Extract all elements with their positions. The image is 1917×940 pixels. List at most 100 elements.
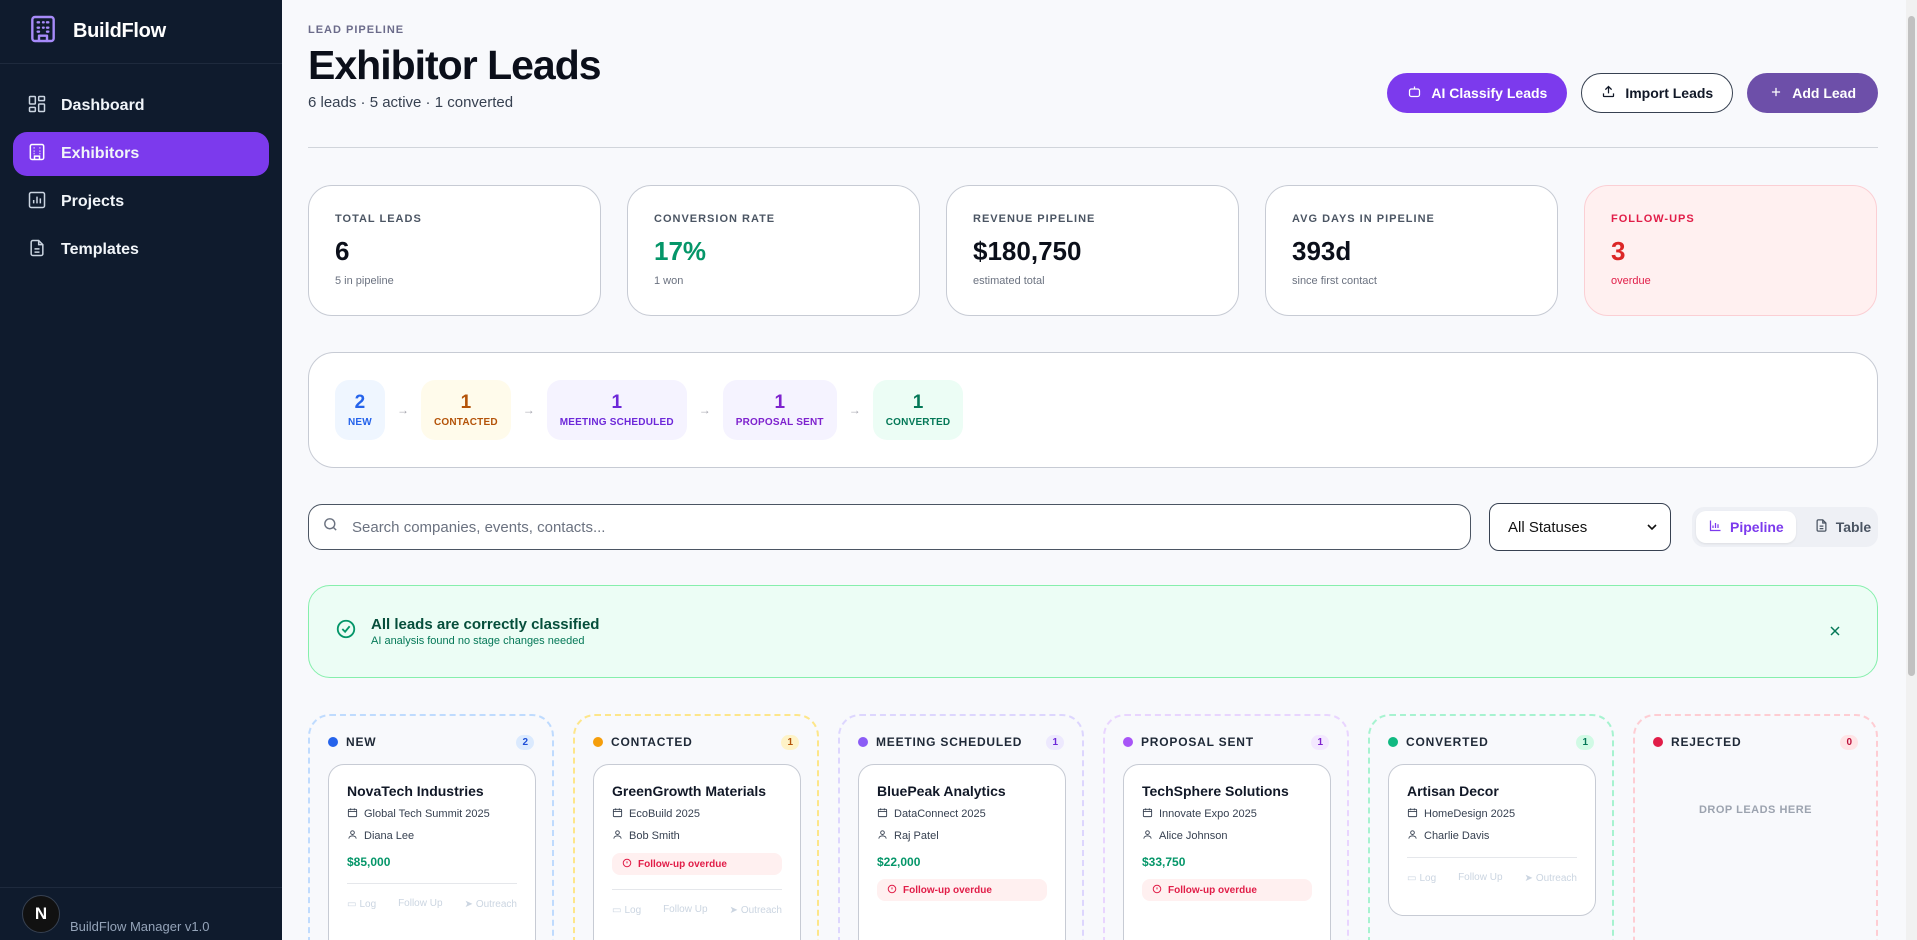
view-pipeline-button[interactable]: Pipeline (1696, 511, 1796, 543)
table-icon (1814, 518, 1829, 536)
user-icon (1407, 829, 1418, 843)
calendar-icon (877, 807, 888, 821)
outreach-label: Outreach (475, 898, 517, 910)
add-lead-button[interactable]: Add Lead (1747, 73, 1878, 113)
column-count-badge: 1 (781, 734, 799, 750)
sidebar-item-dashboard[interactable]: Dashboard (13, 84, 269, 128)
lead-card[interactable]: GreenGrowth Materials EcoBuild 2025 Bob … (593, 764, 801, 940)
follow-up-button[interactable]: Follow Up (663, 904, 707, 916)
sidebar-item-label: Projects (61, 193, 125, 210)
chevron-down-icon (1644, 519, 1660, 539)
view-table-button[interactable]: Table (1802, 511, 1884, 543)
scrollbar-thumb[interactable] (1908, 16, 1915, 676)
lead-card[interactable]: BluePeak Analytics DataConnect 2025 Raj … (858, 764, 1066, 940)
follow-up-button[interactable]: Follow Up (1458, 872, 1502, 884)
column-contacted: CONTACTED 1 GreenGrowth Materials EcoBui… (573, 714, 819, 940)
close-icon[interactable] (1827, 623, 1843, 644)
column-title: MEETING SCHEDULED (876, 735, 1023, 749)
outreach-button[interactable]: ➤ Outreach (1524, 873, 1577, 884)
funnel-count: 1 (460, 392, 472, 413)
sidebar-item-templates[interactable]: Templates (13, 228, 269, 272)
page-eyebrow: LEAD PIPELINE (308, 24, 405, 36)
view-table-label: Table (1835, 519, 1872, 535)
lead-event-text: Global Tech Summit 2025 (364, 808, 490, 820)
page-scrollbar[interactable] (1906, 0, 1917, 940)
column-count-badge: 1 (1576, 734, 1594, 750)
funnel-count: 1 (774, 392, 786, 413)
column-new: NEW 2 NovaTech Industries Global Tech Su… (308, 714, 554, 940)
stat-label: AVG DAYS IN PIPELINE (1292, 213, 1435, 225)
outreach-label: Outreach (1535, 872, 1577, 884)
stat-label: CONVERSION RATE (654, 213, 776, 225)
lead-card[interactable]: NovaTech Industries Global Tech Summit 2… (328, 764, 536, 940)
chat-icon: ▭ (347, 898, 357, 910)
column-count-badge: 2 (516, 734, 534, 750)
log-label: Log (624, 904, 642, 916)
search-input[interactable] (352, 518, 1452, 536)
chart-icon (27, 190, 47, 215)
stat-value: 6 (335, 236, 350, 266)
outreach-button[interactable]: ➤ Outreach (729, 905, 782, 916)
ai-classify-label: AI Classify Leads (1431, 85, 1548, 101)
brand[interactable]: BuildFlow (0, 0, 282, 64)
status-dot (1388, 737, 1398, 747)
stat-revenue-pipeline: REVENUE PIPELINE $180,750 estimated tota… (946, 185, 1239, 316)
column-rejected[interactable]: REJECTED 0 DROP LEADS HERE (1633, 714, 1878, 940)
overdue-badge: Follow-up overdue (612, 853, 782, 875)
log-button[interactable]: ▭ Log (1407, 873, 1436, 884)
lead-event: Global Tech Summit 2025 (347, 807, 517, 821)
document-icon (27, 238, 47, 263)
lead-value: $22,000 (877, 855, 921, 869)
chat-icon: ▭ (1407, 872, 1417, 884)
funnel-stage-contacted[interactable]: 1 CONTACTED (420, 380, 511, 440)
alert-icon (1152, 884, 1162, 897)
funnel-stage-proposal[interactable]: 1 PROPOSAL SENT (722, 380, 837, 440)
robot-icon (1407, 84, 1422, 102)
lead-card[interactable]: Artisan Decor HomeDesign 2025 Charlie Da… (1388, 764, 1596, 916)
import-leads-button[interactable]: Import Leads (1581, 73, 1734, 113)
status-select[interactable]: All Statuses (1489, 503, 1671, 551)
header-actions: AI Classify Leads Import Leads Add Lead (1387, 73, 1878, 113)
lead-value: $85,000 (347, 855, 391, 869)
lead-contact-text: Alice Johnson (1159, 830, 1228, 842)
funnel-stage-converted[interactable]: 1 CONVERTED (872, 380, 964, 440)
calendar-icon (612, 807, 623, 821)
sidebar-item-projects[interactable]: Projects (13, 180, 269, 224)
follow-up-button[interactable]: Follow Up (398, 898, 442, 910)
status-dot (1653, 737, 1663, 747)
stat-sub: estimated total (973, 275, 1045, 287)
funnel-stage-meeting[interactable]: 1 MEETING SCHEDULED (546, 380, 687, 440)
stat-label: FOLLOW-UPS (1611, 213, 1695, 225)
overdue-text: Follow-up overdue (1168, 884, 1257, 896)
sidebar-item-exhibitors[interactable]: Exhibitors (13, 132, 269, 176)
alert-icon (622, 858, 632, 871)
column-proposal-sent: PROPOSAL SENT 1 TechSphere Solutions Inn… (1103, 714, 1349, 940)
column-count-badge: 1 (1311, 734, 1329, 750)
column-title: NEW (346, 735, 377, 749)
arrow-right-icon: → (396, 403, 409, 417)
log-button[interactable]: ▭ Log (347, 899, 376, 910)
avatar[interactable]: N (22, 895, 60, 933)
card-actions: ▭ Log Follow Up ➤ Outreach (612, 889, 782, 916)
stat-avg-days: AVG DAYS IN PIPELINE 393d since first co… (1265, 185, 1558, 316)
alert-icon (887, 884, 897, 897)
stat-label: TOTAL LEADS (335, 213, 422, 225)
outreach-label: Outreach (740, 904, 782, 916)
outreach-button[interactable]: ➤ Outreach (464, 899, 517, 910)
follow-up-label: Follow Up (398, 898, 443, 909)
ai-classify-button[interactable]: AI Classify Leads (1387, 73, 1568, 113)
lead-value: $33,750 (1142, 855, 1186, 869)
app-version: BuildFlow Manager v1.0 (70, 918, 210, 934)
lead-company: Artisan Decor (1407, 783, 1499, 799)
send-icon: ➤ (1524, 872, 1533, 884)
funnel-stage-new[interactable]: 2 NEW (335, 380, 385, 440)
user-icon (1142, 829, 1153, 843)
lead-contact-text: Bob Smith (629, 830, 680, 842)
log-button[interactable]: ▭ Log (612, 905, 641, 916)
lead-card[interactable]: TechSphere Solutions Innovate Expo 2025 … (1123, 764, 1331, 940)
lead-company: GreenGrowth Materials (612, 783, 767, 799)
status-dot (593, 737, 603, 747)
arrow-right-icon: → (698, 403, 711, 417)
dashboard-icon (27, 94, 47, 119)
page-title: Exhibitor Leads (308, 42, 602, 88)
